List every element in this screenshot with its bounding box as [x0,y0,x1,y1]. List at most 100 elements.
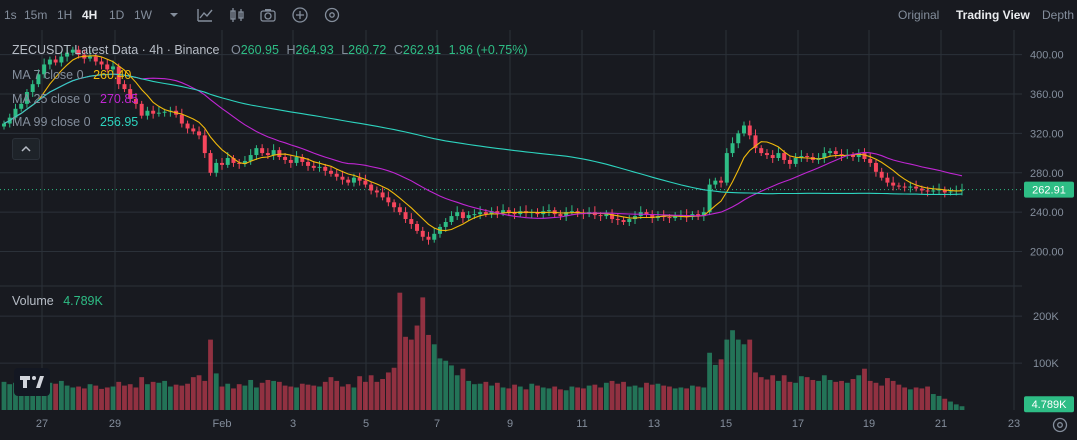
candle-body [455,212,460,217]
candle-body [162,111,167,113]
volume-bar [139,377,145,410]
volume-bar [437,358,443,410]
timeframe-1h[interactable]: 1H [57,8,73,22]
volume-bar [907,389,913,410]
volume-bar [626,386,632,410]
candle-body [495,211,500,214]
collapse-legend-button[interactable] [12,138,40,160]
date-tick-label: 11 [576,418,587,430]
price-chart[interactable]: 400.00 360.00 320.00 280.00 240.00 200.00 200K… [0,30,1077,440]
volume-bar [294,387,299,410]
candle-body [667,217,672,219]
candle-body [701,212,706,217]
candle-body [99,61,104,65]
candle-body [409,219,414,224]
candle-body [386,197,391,203]
candle-body [357,177,362,181]
volume-bar [770,375,776,410]
candle-body [472,214,477,216]
volume-bar [254,387,259,410]
view-original[interactable]: Original [898,8,940,22]
candle-body [764,153,769,156]
timeframe-1d[interactable]: 1D [109,8,125,22]
camera-icon[interactable] [259,6,277,24]
candle-body [105,64,110,70]
timeframe-1w[interactable]: 1W [134,8,152,22]
date-tick-label: 13 [648,418,660,430]
view-trading-view[interactable]: Trading View [956,8,1030,22]
price-tick-label: 400.00 [1030,50,1064,62]
add-indicator-icon[interactable] [291,6,309,24]
candle-body [288,159,293,163]
candle-body [248,155,253,161]
candle-body [116,66,121,85]
tradingview-logo[interactable] [14,368,50,396]
candle-body [426,236,431,240]
volume-bar [793,382,799,410]
settings-icon[interactable] [323,6,341,24]
volume-label: Volume [12,294,54,308]
timeframe-4h[interactable]: 4H [82,8,98,22]
candle-body [432,233,437,240]
volume-tick-label: 200K [1033,311,1059,323]
volume-bar [695,386,701,410]
candle-body [133,98,138,104]
volume-bar [758,377,764,410]
candle-body [931,190,936,192]
volume-legend: Volume 4.789K [12,294,103,308]
line-chart-icon[interactable] [196,6,214,24]
candle-body [392,202,397,208]
volume-bar [179,385,185,410]
volume-bar [242,385,248,410]
candle-body [851,155,856,158]
timeframe-1s[interactable]: 1s [4,8,17,22]
volume-bar [827,379,833,410]
volume-bar [821,375,827,410]
volume-bar [150,381,156,410]
candle-body [564,212,569,217]
volume-bar [173,384,179,410]
candle-body [122,84,127,90]
close-label: C [393,43,403,57]
volume-bar [856,375,862,410]
date-tick-label: 5 [363,418,369,430]
candle-body [19,103,24,109]
volume-bar [615,383,621,410]
volume-bar [1,381,7,410]
chart-settings-button[interactable] [1050,415,1070,435]
ma7-value: 260.40 [93,68,132,82]
volume-bar [271,380,277,410]
candle-body [420,230,425,237]
view-depth[interactable]: Depth [1042,8,1075,22]
volume-bar [208,339,213,410]
candle-body [759,148,764,154]
volume-bar [609,380,615,410]
timeframe-dropdown-icon[interactable] [165,6,183,24]
volume-bar [299,383,305,410]
volume-bar [885,378,890,410]
candle-body [569,211,574,213]
candle-body [53,59,58,63]
candle-body [902,186,907,188]
candle-body [730,143,735,154]
candle-body [621,220,626,222]
volume-bar [334,380,340,410]
candle-body [673,216,678,219]
volume-bar [890,380,896,410]
candle-body [42,64,47,75]
volume-bar [644,382,649,410]
candle-body [879,171,884,178]
ma99-label: MA 99 close 0 [12,115,91,129]
candle-body [684,215,689,218]
volume-bar [879,385,885,410]
volume-bar [844,382,850,410]
ma7-legend: MA 7 close 0 260.40 [12,68,131,82]
timeframe-15m[interactable]: 15m [24,8,48,22]
high-label: H [286,43,296,57]
volume-bar [76,386,81,410]
candle-body [747,125,752,136]
volume-bar [512,384,517,410]
candles-icon[interactable] [228,6,246,24]
candle-body [782,153,787,160]
volume-bar [586,385,592,410]
